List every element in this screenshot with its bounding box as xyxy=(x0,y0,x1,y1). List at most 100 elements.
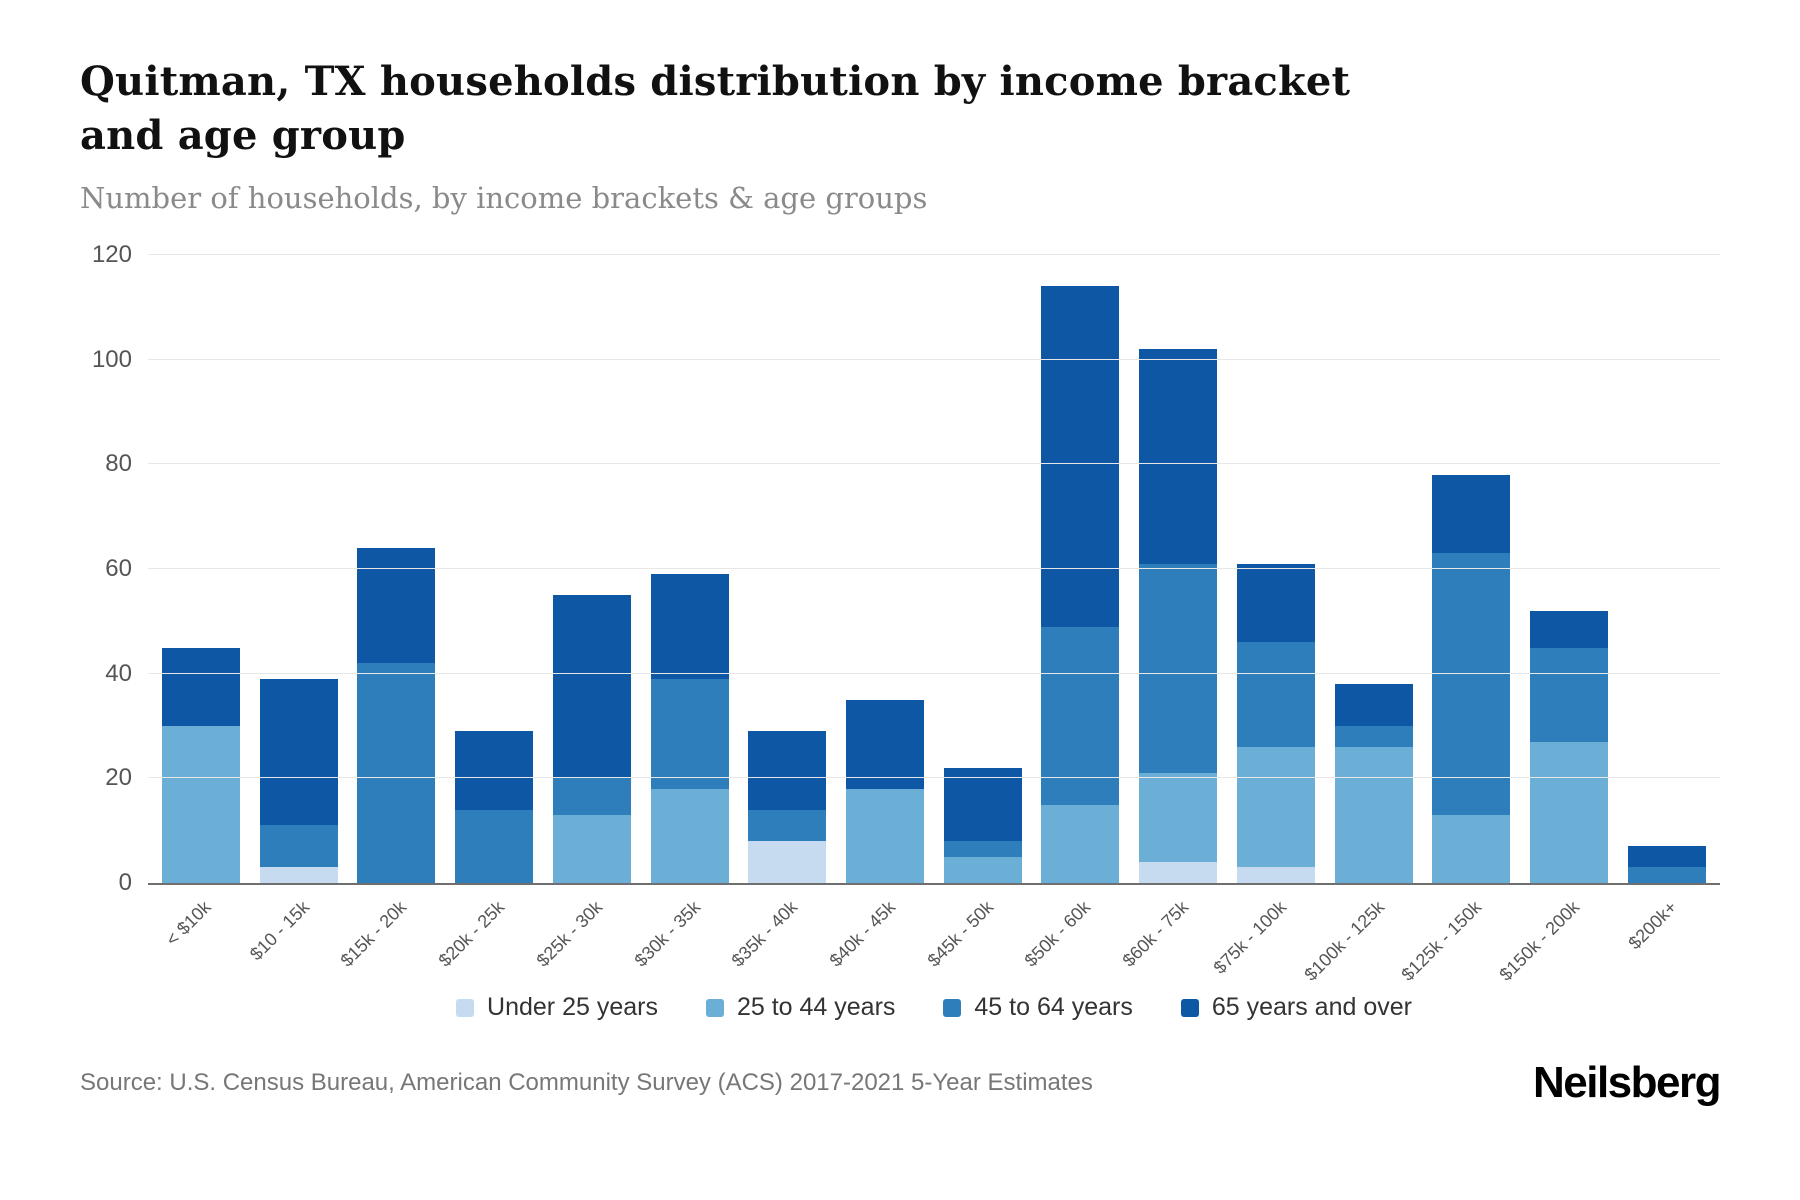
plot-area: < $10k $10 - 15k $15k - 20k $20k - 25k $25k … xyxy=(92,241,1720,985)
y-axis-tick-label: 20 xyxy=(105,764,132,792)
x-axis-tick-label: $20k - 25k xyxy=(434,897,509,971)
bar-segment[interactable] xyxy=(259,825,338,868)
bar-segment[interactable] xyxy=(943,841,1022,857)
bar-column: $25k - 30k xyxy=(532,255,631,971)
bar-column: $150k - 200k xyxy=(1495,255,1609,985)
gridline xyxy=(148,672,1720,674)
bar-segment[interactable] xyxy=(1530,610,1609,648)
legend-item[interactable]: 65 years and over xyxy=(1180,993,1412,1022)
bar-segment[interactable] xyxy=(943,767,1022,842)
bar-segment[interactable] xyxy=(748,731,827,810)
bar-column: $40k - 45k xyxy=(826,255,925,971)
gridline xyxy=(148,254,1720,255)
legend-item[interactable]: 25 to 44 years xyxy=(705,993,896,1022)
bar-column: < $10k xyxy=(162,255,240,950)
bar-segment[interactable] xyxy=(259,867,338,883)
x-axis-tick-label: $125k - 150k xyxy=(1397,897,1486,985)
gridline xyxy=(148,568,1720,569)
legend-item[interactable]: Under 25 years xyxy=(456,993,658,1022)
legend: Under 25 years 25 to 44 years 45 to 64 yea… xyxy=(148,993,1720,1022)
x-axis-tick-label: $45k - 50k xyxy=(923,897,997,971)
bar-segment[interactable] xyxy=(552,595,631,779)
bar-segment[interactable] xyxy=(1334,746,1413,883)
bar-segment[interactable] xyxy=(552,778,631,815)
bar-column: $50k - 60k xyxy=(1021,255,1120,971)
bar-segment[interactable] xyxy=(357,663,436,883)
legend-item[interactable]: 45 to 64 years xyxy=(943,993,1133,1022)
chart-subtitle: Number of households, by income brackets… xyxy=(80,181,928,215)
bar-segment[interactable] xyxy=(748,841,827,883)
bar-segment[interactable] xyxy=(748,809,827,842)
bar-segment[interactable] xyxy=(1236,746,1315,868)
bar-segment[interactable] xyxy=(455,731,534,810)
x-axis-tick-label: $30k - 35k xyxy=(630,897,704,971)
x-axis-tick-label: $10 - 15k xyxy=(245,897,313,965)
bar-column: $30k - 35k xyxy=(630,255,729,971)
bar-segment[interactable] xyxy=(552,814,631,883)
bar-segment[interactable] xyxy=(1236,563,1315,643)
bar-segment[interactable] xyxy=(259,678,338,826)
legend-swatch xyxy=(1180,998,1199,1017)
bar-segment[interactable] xyxy=(1139,349,1218,564)
y-axis-tick-label: 0 xyxy=(118,869,132,896)
bar-segment[interactable] xyxy=(1627,867,1706,883)
chart: < $10k $10 - 15k $15k - 20k $20k - 25k $25k … xyxy=(80,241,1720,1022)
x-axis-tick-label: $35k - 40k xyxy=(727,897,802,971)
bar-segment[interactable] xyxy=(162,726,240,883)
legend-swatch xyxy=(705,998,724,1017)
bar-segment[interactable] xyxy=(357,548,436,664)
source-text: Source: U.S. Census Bureau, American Com… xyxy=(80,1069,1093,1096)
bar-column: $45k - 50k xyxy=(923,255,1022,971)
bar-segment[interactable] xyxy=(846,788,925,883)
bar-segment[interactable] xyxy=(1139,563,1218,774)
bar-segment[interactable] xyxy=(1334,726,1413,747)
bar-segment[interactable] xyxy=(1139,773,1218,863)
legend-label: 65 years and over xyxy=(1211,993,1412,1021)
y-axis-tick-label: 100 xyxy=(91,345,132,373)
bar-segment[interactable] xyxy=(943,856,1022,883)
bar-column: $35k - 40k xyxy=(728,255,827,971)
x-axis-tick-label: $50k - 60k xyxy=(1021,897,1095,971)
bar-segment[interactable] xyxy=(650,678,729,789)
y-axis-tick-label: 120 xyxy=(91,241,132,268)
bars: < $10k $10 - 15k $15k - 20k $20k - 25k $25k … xyxy=(162,255,1706,985)
bar-segment[interactable] xyxy=(1236,867,1315,883)
bar-column: $10 - 15k xyxy=(246,255,338,964)
bar-segment[interactable] xyxy=(1530,741,1609,883)
bar-column: $60k - 75k xyxy=(1119,255,1218,971)
bar-segment[interactable] xyxy=(1041,286,1120,627)
bar-segment[interactable] xyxy=(1432,474,1511,554)
footer: Source: U.S. Census Bureau, American Com… xyxy=(80,1058,1722,1108)
bar-column: $15k - 20k xyxy=(337,255,436,971)
x-axis-tick-label: < $10k xyxy=(162,897,216,950)
x-axis-tick-label: $100k - 125k xyxy=(1300,897,1388,985)
bar-segment[interactable] xyxy=(1041,804,1120,883)
bar-segment[interactable] xyxy=(162,647,240,726)
x-axis-tick-label: $40k - 45k xyxy=(825,897,900,971)
x-axis-tick-label: $200k+ xyxy=(1624,897,1681,954)
bar-segment[interactable] xyxy=(1041,626,1120,805)
y-axis-tick-label: 60 xyxy=(105,555,132,582)
legend-label: 25 to 44 years xyxy=(736,993,896,1021)
x-axis-tick-label: $75k - 100k xyxy=(1209,897,1291,978)
legend-swatch xyxy=(943,998,962,1017)
bar-segment[interactable] xyxy=(1334,684,1413,727)
x-axis-tick-label: $60k - 75k xyxy=(1118,897,1193,971)
gridline xyxy=(148,463,1720,465)
bar-segment[interactable] xyxy=(1139,862,1218,883)
bar-segment[interactable] xyxy=(650,574,729,679)
chart-title: Quitman, TX households distribution by i… xyxy=(80,58,1351,159)
bar-column: $125k - 150k xyxy=(1398,255,1511,985)
bar-segment[interactable] xyxy=(1530,647,1609,742)
bar-segment[interactable] xyxy=(1432,814,1511,883)
bar-segment[interactable] xyxy=(650,788,729,883)
bar-column: $100k - 125k xyxy=(1300,255,1413,985)
y-axis-tick-label: 80 xyxy=(105,450,132,478)
bar-segment[interactable] xyxy=(846,699,925,789)
bar-column: $200k+ xyxy=(1625,255,1706,953)
bar-segment[interactable] xyxy=(455,809,534,883)
bar-segment[interactable] xyxy=(1432,553,1511,815)
bar-segment[interactable] xyxy=(1627,846,1706,868)
bar-segment[interactable] xyxy=(1236,642,1315,747)
